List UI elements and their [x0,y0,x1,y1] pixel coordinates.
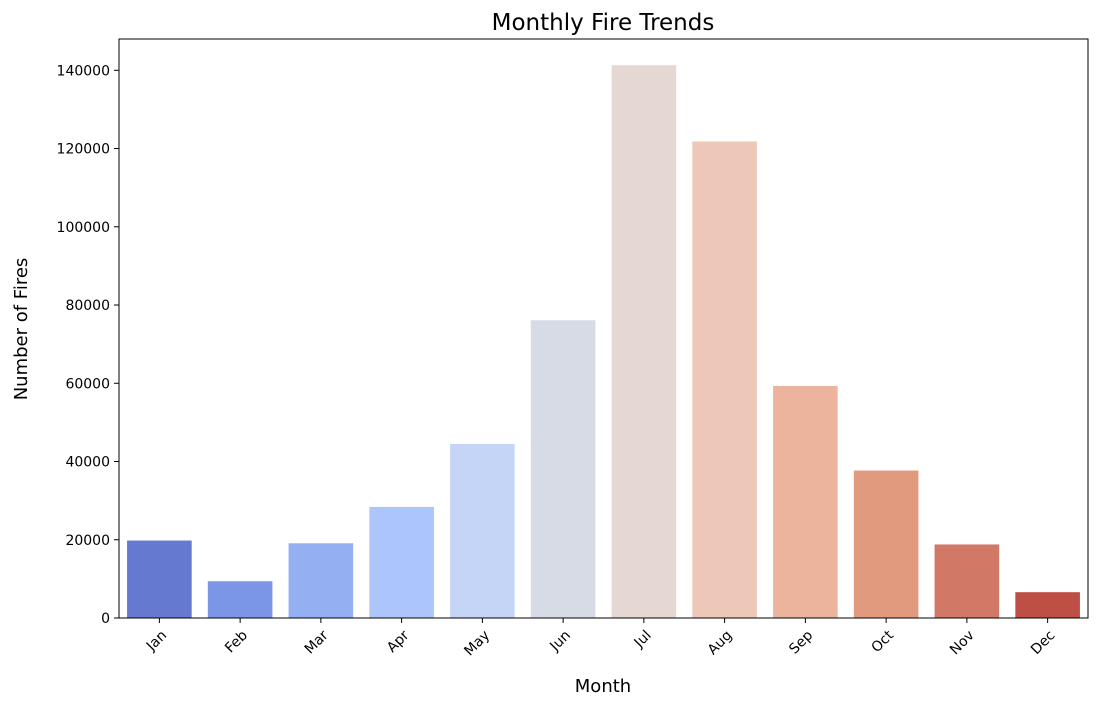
y-tick-label: 140000 [57,63,110,79]
bar-sep [773,386,838,618]
y-axis-label: Number of Fires [11,258,32,401]
x-tick-label: Sep [786,627,816,657]
y-tick-label: 100000 [57,220,110,236]
x-tick-label: Feb [222,627,251,656]
bar-apr [369,506,434,618]
bar-mar [288,543,354,618]
y-tick-label: 0 [101,611,110,627]
y-ticks-group: 0 20000 40000 60000 80000 100000 120000 140000 [57,63,119,627]
bar-jan [127,540,192,618]
x-tick-label: May [461,628,493,660]
plot-frame [118,38,1089,619]
chart-title: Monthly Fire Trends [492,10,715,36]
y-tick-label: 60000 [65,376,110,392]
x-tick-label: Dec [1028,628,1058,658]
x-axis-label: Month [575,676,631,697]
bar-nov [934,544,1000,618]
x-tick-label: Jan [143,628,170,655]
x-tick-label: Mar [302,627,332,657]
bar-jul [611,65,677,618]
y-tick-label: 120000 [57,142,110,158]
y-tick-label: 40000 [65,455,110,471]
bars-group [127,65,1080,618]
bar-aug [692,141,757,618]
x-tick-label: Jul [631,628,655,652]
bar-feb [207,581,273,618]
x-tick-label: Aug [705,628,736,659]
bar-oct [853,470,919,618]
bar-jun [530,320,596,618]
y-tick-label: 20000 [65,533,110,549]
bar-may [450,443,515,618]
x-ticks-group: Jan Feb Mar Apr May Jun Jul Aug Sep Oct Nov Dec [143,618,1058,660]
x-tick-label: Apr [384,627,413,656]
x-tick-label: Nov [947,628,978,659]
x-tick-label: Oct [869,627,898,656]
y-tick-label: 80000 [65,298,110,314]
bar-dec [1015,592,1080,618]
x-tick-label: Jun [546,628,573,655]
